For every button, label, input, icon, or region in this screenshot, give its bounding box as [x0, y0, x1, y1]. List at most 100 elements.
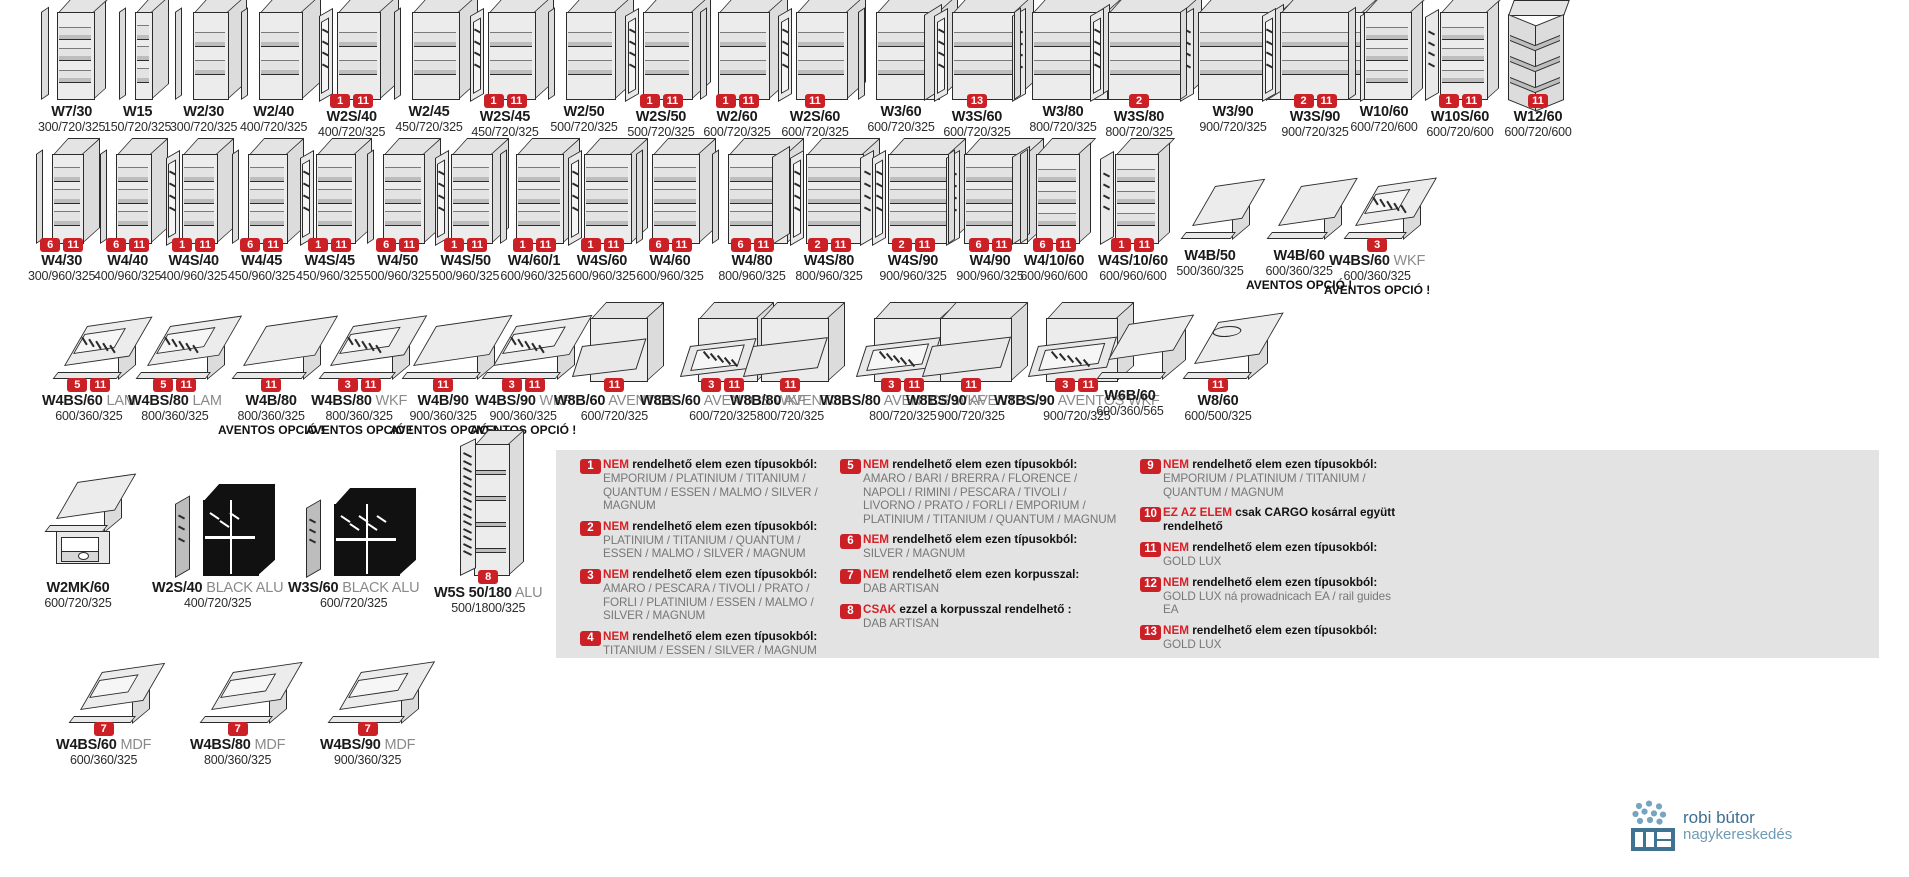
restriction-badge-2[interactable]: 2 [807, 238, 828, 252]
restriction-badge-1[interactable]: 1 [172, 238, 193, 252]
restriction-badge-2[interactable]: 2 [1293, 94, 1314, 108]
product-cell[interactable]: W2/40 400/720/325 [240, 0, 321, 134]
product-cell[interactable]: 2 11 W4S/80 800/960/325 [790, 137, 881, 283]
restriction-badge-1[interactable]: 1 [1438, 94, 1459, 108]
restriction-badge-6[interactable]: 6 [968, 238, 989, 252]
restriction-badge-11[interactable]: 11 [506, 94, 527, 108]
product-cell[interactable]: 2 11 W4S/90 900/960/325 [872, 137, 967, 283]
product-cell[interactable]: 11 W8BS/90 AVENTOS 900/720/325 [906, 301, 1036, 423]
restriction-badge-11[interactable]: 11 [914, 238, 935, 252]
restriction-badge-11[interactable]: 11 [780, 378, 801, 392]
restriction-badge-1[interactable]: 1 [715, 94, 736, 108]
restriction-badge-11[interactable]: 11 [1134, 238, 1155, 252]
restriction-badge-11[interactable]: 11 [360, 378, 381, 392]
product-cell[interactable]: 6 11 W4/90 900/960/325 [948, 137, 1045, 283]
product-cell[interactable]: W4B/50 500/360/325 [1176, 144, 1266, 278]
restriction-badge-6[interactable]: 6 [106, 238, 127, 252]
product-cell[interactable]: 7 W4BS/60 MDF 600/360/325 [56, 662, 165, 767]
legend-item-12[interactable]: 12 NEM rendelhető elem ezen típusokból: GO… [1140, 576, 1400, 617]
legend-item-9[interactable]: 9 NEM rendelhető elem ezen típusokból: EMP… [1140, 458, 1400, 499]
restriction-badge-11[interactable]: 11 [961, 378, 982, 392]
restriction-badge-11[interactable]: 11 [176, 378, 197, 392]
product-cell[interactable]: W2/45 450/720/325 [394, 0, 479, 134]
product-cell[interactable]: 1 11 W4S/40 400/960/325 [160, 137, 234, 283]
restriction-badge-11[interactable]: 11 [1316, 94, 1337, 108]
restriction-badge-2[interactable]: 2 [891, 238, 912, 252]
product-cell[interactable]: W2/30 300/720/325 [170, 0, 247, 134]
restriction-badge-2[interactable]: 2 [1129, 94, 1149, 108]
legend-item-1[interactable]: 1 NEM rendelhető elem ezen típusokból: EMP… [580, 458, 830, 513]
restriction-badge-1[interactable]: 1 [308, 238, 329, 252]
product-cell[interactable]: W15 150/720/325 [104, 0, 172, 134]
restriction-badge-11[interactable]: 11 [1208, 378, 1228, 392]
legend-item-5[interactable]: 5 NEM rendelhető elem ezen típusokból: AMA… [840, 458, 1120, 526]
product-cell[interactable]: W2/50 500/720/325 [548, 0, 635, 134]
restriction-badge-11[interactable]: 11 [399, 238, 420, 252]
restriction-badge-1[interactable]: 1 [512, 238, 533, 252]
restriction-badge-6[interactable]: 6 [730, 238, 751, 252]
restriction-badge-11[interactable]: 11 [738, 94, 759, 108]
restriction-badge-6[interactable]: 6 [40, 238, 61, 252]
restriction-badge-3[interactable]: 3 [1055, 378, 1076, 392]
product-cell[interactable]: 3 11 W8BS/90 AVENTOS WKF 900/720/325 [994, 301, 1160, 423]
restriction-badge-1[interactable]: 1 [1111, 238, 1132, 252]
restriction-badge-3[interactable]: 3 [1367, 238, 1388, 252]
restriction-badge-13[interactable]: 13 [967, 94, 987, 108]
restriction-badge-3[interactable]: 3 [501, 378, 522, 392]
restriction-badge-11[interactable]: 11 [724, 378, 745, 392]
restriction-badge-3[interactable]: 3 [337, 378, 358, 392]
product-cell[interactable]: 6 11 W4/10/60 600/960/600 [1020, 138, 1097, 283]
restriction-badge-11[interactable]: 11 [1055, 238, 1076, 252]
restriction-badge-7[interactable]: 7 [227, 722, 248, 736]
restriction-badge-11[interactable]: 11 [467, 238, 488, 252]
product-cell[interactable]: W10/60 600/720/600 [1348, 0, 1429, 134]
product-cell[interactable]: 11 W8B/80 AVENTOS 800/720/325 [730, 301, 851, 423]
product-cell[interactable]: 11 W12/60 600/720/600 [1504, 0, 1572, 139]
restriction-badge-11[interactable]: 11 [535, 238, 556, 252]
restriction-badge-7[interactable]: 7 [357, 722, 378, 736]
restriction-badge-11[interactable]: 11 [991, 238, 1012, 252]
product-cell[interactable]: W3/60 600/720/325 [858, 0, 959, 134]
restriction-badge-5[interactable]: 5 [153, 378, 174, 392]
product-cell[interactable]: 1 11 W4S/10/60 600/960/600 [1098, 138, 1176, 283]
restriction-badge-1[interactable]: 1 [639, 94, 660, 108]
product-cell[interactable]: 1 11 W2/60 600/720/325 [700, 0, 789, 139]
product-cell[interactable]: 11 W8/60 600/500/325 [1176, 312, 1284, 423]
restriction-badge-8[interactable]: 8 [478, 570, 499, 584]
product-cell[interactable]: 8 W5S 50/180 ALU 500/1800/325 [434, 429, 543, 615]
product-cell[interactable]: 7 W4BS/90 MDF 900/360/325 [320, 661, 435, 767]
product-cell[interactable]: 1 11 W2S/45 450/720/325 [470, 0, 555, 139]
product-cell[interactable]: 6 11 W4/50 500/960/325 [364, 137, 441, 283]
product-cell[interactable]: 3 11 W4BS/80 WKF 800/360/325 AVENTOS OPCIÓ ! [306, 315, 428, 437]
product-cell[interactable]: W2MK/60 600/720/325 [40, 444, 137, 610]
restriction-badge-11[interactable]: 11 [63, 238, 84, 252]
restriction-badge-6[interactable]: 6 [1032, 238, 1053, 252]
product-cell[interactable]: 2 W3S/80 800/720/325 [1090, 0, 1203, 139]
product-cell[interactable]: 13 W3S/60 600/720/325 [934, 0, 1035, 139]
restriction-badge-11[interactable]: 11 [805, 94, 825, 108]
product-cell[interactable]: 7 W4BS/80 MDF 800/360/325 [190, 661, 303, 767]
restriction-badge-1[interactable]: 1 [483, 94, 504, 108]
product-cell[interactable]: W3S/60 BLACK ALU 600/720/325 [288, 444, 420, 610]
restriction-badge-11[interactable]: 11 [331, 238, 352, 252]
restriction-badge-11[interactable]: 11 [603, 238, 624, 252]
restriction-badge-11[interactable]: 11 [195, 238, 216, 252]
legend-item-7[interactable]: 7 NEM rendelhető elem ezen korpusszal: DAB… [840, 568, 1120, 596]
restriction-badge-6[interactable]: 6 [648, 238, 669, 252]
restriction-badge-11[interactable]: 11 [90, 378, 111, 392]
product-cell[interactable]: 11 W4B/90 900/360/325 AVENTOS OPCIÓ ! [390, 314, 513, 437]
restriction-badge-7[interactable]: 7 [93, 722, 114, 736]
product-cell[interactable]: 5 11 W4BS/60 LAM 600/360/325 [42, 316, 153, 423]
product-cell[interactable]: 1 11 W4S/60 600/960/325 [568, 137, 649, 283]
product-cell[interactable]: 1 11 W4S/50 500/960/325 [432, 137, 509, 283]
restriction-badge-11[interactable]: 11 [129, 238, 150, 252]
restriction-badge-11[interactable]: 11 [830, 238, 851, 252]
restriction-badge-11[interactable]: 11 [1461, 94, 1482, 108]
restriction-badge-3[interactable]: 3 [881, 378, 902, 392]
product-cell[interactable]: 1 11 W4S/45 450/960/325 [296, 137, 372, 283]
product-cell[interactable]: 3 11 W8BS/80 AVENTOS WKF 800/720/325 [820, 301, 986, 423]
restriction-badge-11[interactable]: 11 [524, 378, 545, 392]
product-cell[interactable]: W4B/60 600/360/325 AVENTOS OPCIÓ ! [1246, 144, 1358, 292]
restriction-badge-1[interactable]: 1 [580, 238, 601, 252]
product-cell[interactable]: 1 11 W10S/60 600/720/600 [1424, 0, 1505, 139]
